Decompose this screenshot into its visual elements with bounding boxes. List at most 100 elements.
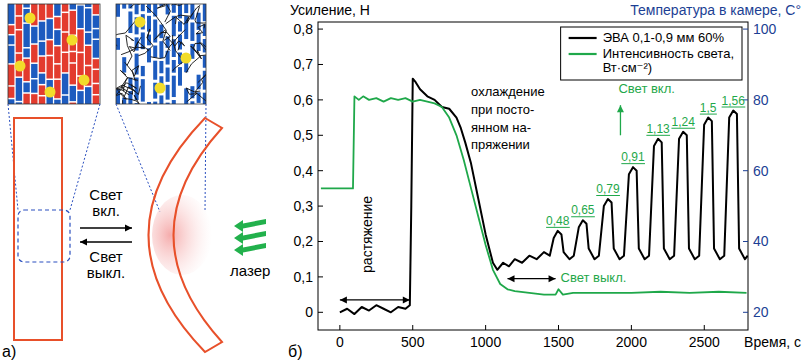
y-tick <box>318 135 323 136</box>
lamella <box>184 4 188 13</box>
annotations: растяжениеохлаждениепри посто-янном на-п… <box>340 81 745 304</box>
switch-arrow-head <box>125 225 132 232</box>
lamella <box>141 4 145 11</box>
lamella <box>8 25 14 34</box>
pulse-label-underline <box>546 227 570 228</box>
laser-beam <box>234 231 266 244</box>
switch-arrow-head <box>80 239 87 246</box>
x-tick <box>339 325 340 330</box>
lamella <box>62 13 68 31</box>
lamella <box>54 17 60 28</box>
light-off-arrow <box>507 278 555 279</box>
y-tick <box>318 241 323 242</box>
lamella <box>16 17 22 29</box>
lamella <box>172 76 176 97</box>
x-axis-title: Время, с <box>744 334 801 350</box>
lamella <box>23 49 29 58</box>
y-tick <box>318 29 323 30</box>
lamella <box>23 59 29 81</box>
light-on-label: Свет вкл. <box>618 81 674 96</box>
stretch-arrow-head <box>403 296 410 303</box>
x-tick-label: 1000 <box>470 334 501 350</box>
micro-image-heated <box>116 4 206 104</box>
x-tick-label: 500 <box>401 334 425 350</box>
cooling-label: пряжении <box>471 137 530 152</box>
y-tick-label: 0,3 <box>294 198 314 214</box>
lamella <box>203 55 206 67</box>
lamella <box>85 8 91 31</box>
lamella <box>23 94 29 104</box>
lamella <box>39 4 45 20</box>
lamella <box>70 4 76 9</box>
y2-tick-label: 60 <box>753 163 769 179</box>
pulse-label-underline <box>621 163 645 164</box>
lamella <box>166 68 170 82</box>
filler-particle <box>15 61 26 72</box>
lamella <box>116 4 120 17</box>
panel-label: а) <box>2 343 16 360</box>
bent-strip <box>149 118 223 352</box>
stretch-arrow-head <box>340 296 347 303</box>
lamella <box>190 23 194 41</box>
lamella <box>62 74 68 95</box>
light-on-arrow-head <box>617 105 624 112</box>
lamella <box>8 87 14 98</box>
lamella <box>203 4 206 21</box>
legend-label-line: ЭВА 0,1-0,9 мм 60% <box>603 30 725 45</box>
y-axis-title: Усиление, Н <box>290 2 370 18</box>
crack <box>199 42 206 64</box>
lamella <box>47 19 53 39</box>
pulse-intensity-label: 1,5 <box>700 101 717 115</box>
lamella <box>47 40 53 54</box>
crack <box>126 35 134 65</box>
lamella <box>122 4 126 9</box>
switch-arrow <box>80 227 132 228</box>
lamella <box>16 30 22 52</box>
y-tick-label: 0,7 <box>294 56 314 72</box>
lamella <box>8 35 14 44</box>
pulse-label-underline <box>596 195 620 196</box>
lamella <box>85 87 91 104</box>
light-off-arrow-head <box>549 275 556 282</box>
pulse-label-underline <box>700 114 717 115</box>
light-off-label: выкл. <box>87 264 125 281</box>
pulse-intensity-label: 1,13 <box>646 122 670 136</box>
y2-tick-label: 40 <box>753 233 769 249</box>
lamella <box>172 4 176 13</box>
x-tick <box>631 325 632 330</box>
zoom-region <box>18 210 70 262</box>
crack <box>186 88 206 102</box>
x-tick-label: 0 <box>336 334 344 350</box>
lamella <box>23 4 29 7</box>
legend-label-line: Вт·см⁻²) <box>603 60 652 75</box>
panel-a: Светвкл.Светвыкл.лазера) <box>2 0 270 360</box>
x-tick <box>558 325 559 330</box>
pulse-label-underline <box>671 128 695 129</box>
pulse-intensity-label: 0,65 <box>571 203 595 217</box>
pulse-label-underline <box>722 107 746 108</box>
lamella <box>62 96 68 104</box>
light-off-arrow-head <box>507 275 514 282</box>
lamella <box>31 45 37 63</box>
crack <box>121 78 138 89</box>
lamella <box>116 38 120 50</box>
crack <box>116 85 140 94</box>
x-tick-label: 2000 <box>616 334 647 350</box>
y2-tick-label: 20 <box>753 304 769 320</box>
y-tick <box>318 64 323 65</box>
lamella <box>147 16 151 32</box>
lamella <box>77 53 83 75</box>
legend-label: Интенсивность света,Вт·см⁻²) <box>603 46 734 75</box>
y2-tick <box>743 241 748 242</box>
lamella <box>31 79 37 92</box>
lamella <box>93 59 99 68</box>
y-tick <box>318 206 323 207</box>
legend-box <box>561 27 742 80</box>
filler-particle <box>79 75 90 86</box>
legend-label: ЭВА 0,1-0,9 мм 60% <box>603 30 725 45</box>
lamella <box>128 11 132 33</box>
lamella <box>159 41 163 58</box>
legend-items: ЭВА 0,1-0,9 мм 60%Интенсивность света,Вт… <box>569 30 734 75</box>
pulse-intensity-label: 1,24 <box>671 115 695 129</box>
lamella <box>31 94 37 104</box>
